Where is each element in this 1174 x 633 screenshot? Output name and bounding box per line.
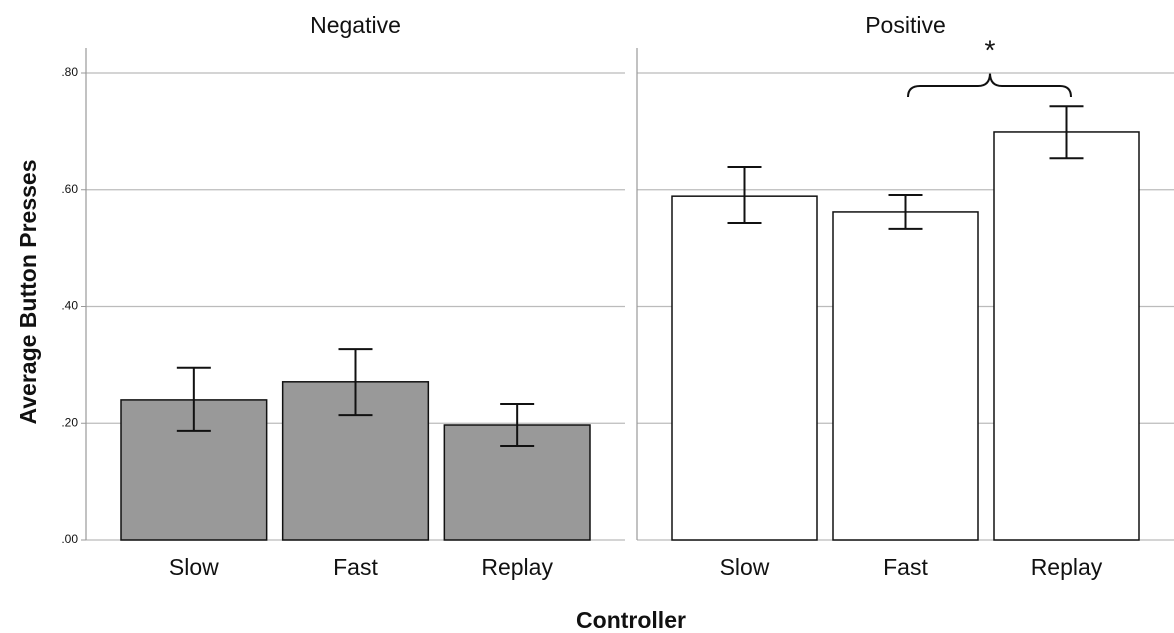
y-tick-label: .20 bbox=[61, 415, 78, 429]
error-bar bbox=[338, 348, 373, 417]
panel-title: Positive bbox=[865, 12, 946, 38]
error-bar bbox=[888, 194, 923, 230]
y-axis-title: Average Button Presses bbox=[15, 159, 41, 424]
bar bbox=[993, 131, 1140, 541]
y-tick-label: .60 bbox=[61, 182, 78, 196]
x-tick-label: Fast bbox=[333, 554, 378, 580]
y-tick-label: .00 bbox=[61, 532, 78, 546]
error-bar bbox=[500, 402, 535, 448]
x-tick-label: Replay bbox=[1031, 554, 1103, 580]
error-bar bbox=[727, 165, 762, 225]
panel-title: Negative bbox=[310, 12, 401, 38]
bar bbox=[832, 211, 979, 541]
x-tick-label: Slow bbox=[720, 554, 770, 580]
y-tick-label: .80 bbox=[61, 65, 78, 79]
x-tick-label: Replay bbox=[481, 554, 553, 580]
error-bar bbox=[1049, 105, 1084, 160]
significance-label: * bbox=[985, 34, 996, 65]
x-tick-label: Slow bbox=[169, 554, 219, 580]
significance-bracket bbox=[907, 72, 1072, 98]
bar bbox=[671, 195, 818, 541]
error-bar bbox=[176, 366, 211, 432]
x-axis-title: Controller bbox=[576, 607, 686, 633]
y-tick-label: .40 bbox=[61, 299, 78, 313]
x-tick-label: Fast bbox=[883, 554, 928, 580]
